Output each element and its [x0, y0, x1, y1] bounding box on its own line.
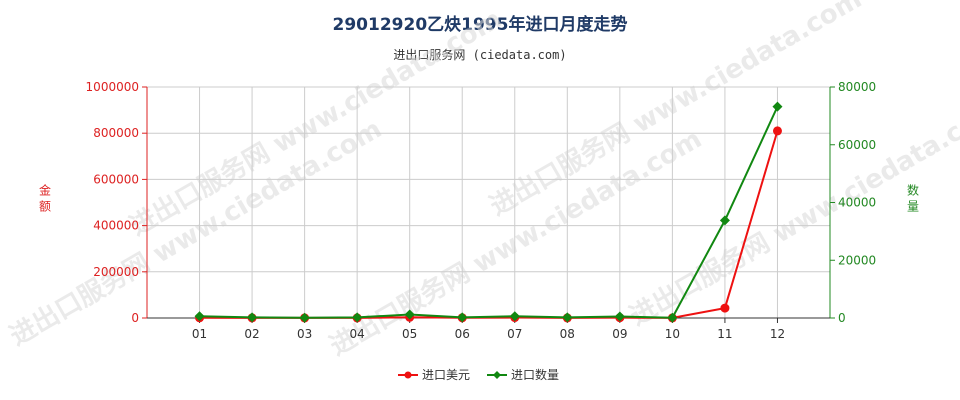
- x-tick-label: 10: [665, 327, 680, 341]
- x-tick-label: 06: [455, 327, 470, 341]
- series-layer: [194, 101, 783, 323]
- data-point-quantity: [457, 312, 468, 323]
- data-point-quantity: [667, 312, 678, 323]
- legend-swatch-marker: [493, 371, 501, 379]
- x-tick-label: 01: [192, 327, 207, 341]
- x-tick-label: 03: [297, 327, 312, 341]
- left-tick-label: 0: [131, 311, 139, 325]
- left-tick-label: 400000: [93, 219, 139, 233]
- legend: 进口美元 进口数量: [398, 367, 559, 382]
- x-tick-label: 04: [350, 327, 365, 341]
- series-line-1: [199, 106, 779, 319]
- data-point-quantity: [562, 312, 573, 323]
- x-tick-label: 12: [770, 327, 785, 341]
- x-tick-label: 05: [402, 327, 417, 341]
- left-tick-label: 1000000: [86, 80, 139, 94]
- data-point-quantity: [194, 311, 205, 322]
- x-tick-label: 11: [717, 327, 732, 341]
- legend-label: 进口数量: [511, 367, 559, 382]
- tick-labels: 0 200000 400000 600000 800000 1000000 0 20000 40…: [39, 80, 919, 341]
- data-point-quantity: [299, 312, 310, 323]
- right-tick-label: 20000: [838, 253, 876, 267]
- data-point-quantity: [247, 312, 258, 323]
- watermark-text: 进出口服务网 www.ciedata.com: [485, 0, 867, 222]
- data-point-quantity: [772, 101, 783, 112]
- x-tick-label: 08: [560, 327, 575, 341]
- x-tick-label: 07: [507, 327, 522, 341]
- legend-label: 进口美元: [422, 368, 470, 382]
- right-axis-title: 数量: [907, 183, 919, 214]
- left-axis-title: 金额: [39, 183, 51, 214]
- watermark-text: 进出口服务网 www.ciedata.com: [125, 4, 507, 242]
- left-tick-label: 200000: [93, 265, 139, 279]
- data-point-quantity: [614, 311, 625, 322]
- chart-title: 29012920乙炔1995年进口月度走势: [332, 15, 628, 35]
- left-tick-label: 800000: [93, 126, 139, 140]
- chart-subtitle: 进出口服务网 (ciedata.com): [393, 48, 567, 62]
- right-tick-label: 80000: [838, 80, 876, 94]
- data-point-amount: [772, 126, 782, 136]
- data-point-quantity: [719, 215, 730, 226]
- left-tick-label: 600000: [93, 172, 139, 186]
- right-tick-label: 60000: [838, 138, 876, 152]
- data-point-quantity: [404, 309, 415, 320]
- right-tick-label: 0: [838, 311, 846, 325]
- data-point-quantity: [352, 312, 363, 323]
- x-tick-label: 09: [612, 327, 627, 341]
- x-tick-label: 02: [244, 327, 259, 341]
- data-point-amount: [720, 303, 730, 313]
- right-tick-label: 40000: [838, 196, 876, 210]
- legend-swatch-marker: [404, 371, 412, 379]
- data-point-quantity: [509, 311, 520, 322]
